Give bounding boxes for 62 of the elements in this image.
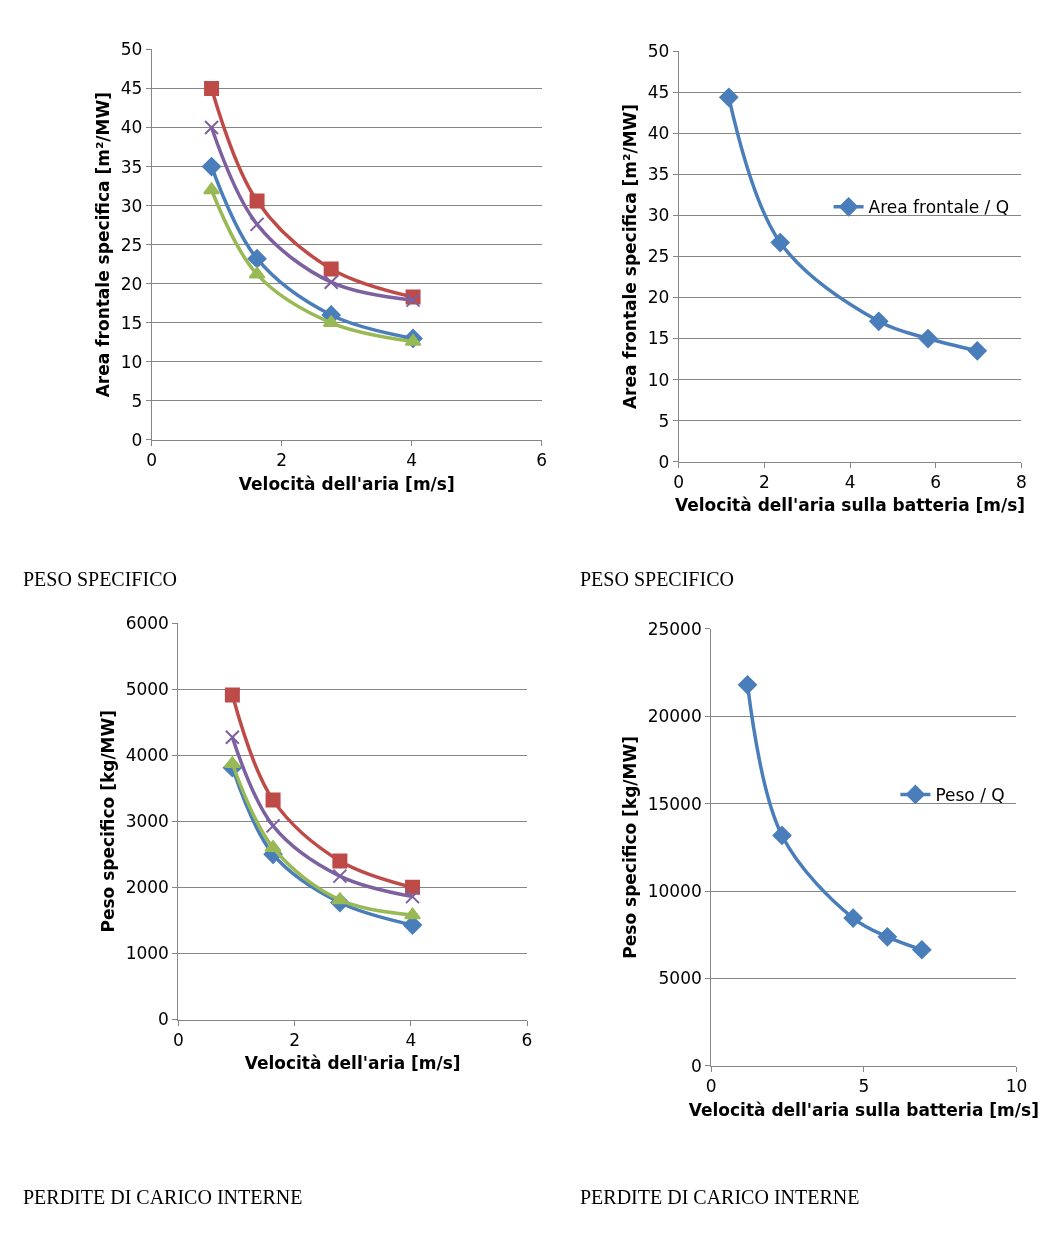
y-tick-label: 40 (647, 123, 670, 144)
y-tick-label: 3000 (125, 811, 169, 832)
chart-title: PESO SPECIFICO (580, 568, 734, 590)
x-axis-title: Velocità dell'aria sulla batteria [m/s] (674, 495, 1026, 516)
y-tick-label: 50 (120, 39, 143, 60)
x-tick-label: 5 (858, 1076, 870, 1097)
y-tick-label: 1000 (125, 943, 169, 964)
y-tick-label: 4000 (125, 745, 169, 766)
x-tick-label: 0 (172, 1029, 184, 1050)
y-tick-label: 15 (647, 328, 670, 349)
y-tick-label: 35 (120, 156, 143, 177)
y-tick-label: 25 (120, 234, 143, 255)
y-tick-label: 40 (120, 117, 143, 138)
x-axis-title: Velocità dell'aria sulla batteria [m/s] (688, 1099, 1039, 1120)
x-tick-label: 8 (1016, 472, 1027, 493)
x-tick-label: 6 (521, 1029, 533, 1050)
y-tick-label: 5 (658, 410, 670, 431)
y-tick-label: 20000 (647, 706, 702, 727)
y-tick-label: 15 (120, 312, 143, 333)
y-tick-label: 10 (647, 369, 670, 390)
x-tick-label: 10 (1005, 1076, 1028, 1097)
y-tick-label: 25000 (647, 618, 702, 639)
y-tick-label: 6000 (125, 612, 169, 633)
legend-label: Area frontale / Q (868, 197, 1010, 218)
y-tick-label: 50 (647, 41, 670, 62)
y-tick-label: 10 (120, 351, 143, 372)
y-tick-label: 20 (120, 273, 143, 294)
y-tick-label: 30 (647, 205, 670, 226)
legend-label: Peso / Q (935, 785, 1005, 806)
y-axis-title: Area frontale specifica [m²/MW] (93, 92, 114, 398)
y-tick-label: 5 (131, 390, 143, 411)
y-tick-label: 20 (647, 287, 670, 308)
x-tick-label: 6 (930, 472, 942, 493)
text: PERDITE DI CARICO INTERNE (580, 1186, 860, 1208)
y-axis-title: Area frontale specifica [m²/MW] (620, 103, 641, 410)
x-tick-label: 4 (405, 1029, 417, 1050)
y-tick-label: 45 (120, 78, 143, 99)
y-tick-label: 15000 (647, 793, 702, 814)
x-tick-label: 2 (289, 1029, 300, 1050)
y-tick-label: 0 (131, 429, 143, 450)
x-tick-label: 0 (705, 1076, 717, 1097)
chart-title: PESO SPECIFICO (23, 568, 177, 590)
y-tick-label: 30 (120, 195, 143, 216)
y-tick-label: 25 (647, 246, 670, 267)
y-axis-title: Peso specifico [kg/MW] (98, 709, 119, 933)
y-tick-label: 10000 (647, 880, 702, 901)
x-tick-label: 6 (536, 450, 548, 471)
y-tick-label: 35 (647, 164, 670, 185)
x-tick-label: 2 (276, 450, 288, 471)
x-tick-label: 4 (844, 472, 856, 493)
x-tick-label: 2 (758, 472, 770, 493)
y-tick-label: 2000 (125, 877, 169, 898)
y-tick-label: 5000 (125, 679, 169, 700)
x-tick-label: 4 (406, 450, 418, 471)
x-axis-title: Velocità dell'aria [m/s] (244, 1053, 461, 1074)
y-tick-label: 45 (647, 82, 670, 103)
y-axis-title: Peso specifico [kg/MW] (620, 736, 641, 959)
y-tick-label: 0 (158, 1009, 169, 1030)
text: PERDITE DI CARICO INTERNE (23, 1186, 303, 1208)
y-tick-label: 0 (690, 1055, 702, 1076)
y-tick-label: 5000 (658, 968, 702, 989)
x-axis-title: Velocità dell'aria [m/s] (238, 473, 455, 494)
